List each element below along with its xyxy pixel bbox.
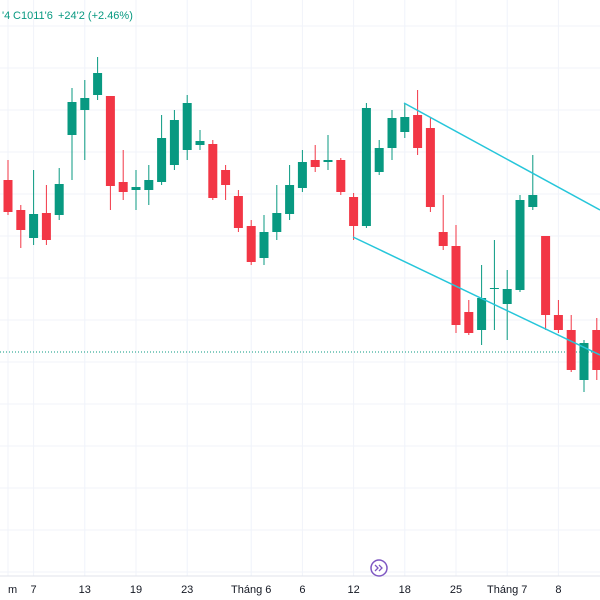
body [515, 200, 525, 290]
channel-lower[interactable] [352, 236, 600, 356]
body [592, 330, 600, 370]
body [221, 170, 231, 185]
body [413, 115, 423, 148]
symbol-tail: '4 [2, 10, 10, 22]
body [208, 144, 218, 198]
body [16, 210, 26, 230]
body [118, 182, 128, 192]
body [464, 312, 474, 333]
body [259, 232, 269, 258]
x-tick-label: 19 [130, 584, 142, 596]
x-tick-label: 18 [399, 584, 411, 596]
body [477, 298, 487, 330]
body [553, 315, 563, 330]
x-tick-label: m [8, 584, 17, 596]
body [3, 180, 13, 212]
close-value: 1011'6 [21, 10, 53, 22]
x-tick-label: 23 [181, 584, 193, 596]
x-tick-label: 25 [450, 584, 462, 596]
x-tick-label: Tháng 6 [231, 584, 271, 596]
body [41, 213, 51, 240]
x-tick-label: 6 [299, 584, 305, 596]
body [54, 184, 64, 215]
body [67, 102, 77, 135]
close-label: C [13, 10, 21, 22]
grid [0, 0, 600, 576]
change-value: +24'2 (+2.46%) [58, 10, 133, 22]
x-tick-label: 13 [79, 584, 91, 596]
body [579, 343, 589, 380]
body [387, 118, 397, 148]
body [323, 160, 333, 162]
body [272, 213, 282, 232]
body [502, 289, 512, 304]
body [285, 185, 295, 214]
body [80, 98, 90, 110]
body [93, 73, 103, 95]
x-tick-label: 8 [555, 584, 561, 596]
body [144, 180, 154, 190]
body [233, 196, 243, 228]
x-tick-label: 7 [31, 584, 37, 596]
x-tick-label: 12 [347, 584, 359, 596]
body [157, 138, 167, 182]
x-tick-label: Tháng 7 [487, 584, 527, 596]
body [310, 160, 320, 167]
body [438, 232, 448, 246]
button-circle[interactable] [370, 559, 388, 577]
body [425, 128, 435, 207]
body [489, 288, 499, 289]
body [528, 195, 538, 207]
body [182, 103, 192, 150]
body [195, 141, 205, 145]
body [246, 226, 256, 262]
body [105, 96, 115, 186]
body [374, 148, 384, 172]
body [566, 330, 576, 370]
body [541, 236, 551, 315]
body [29, 214, 39, 238]
candles [3, 57, 600, 392]
body [131, 187, 141, 190]
body [297, 162, 307, 188]
body [336, 160, 346, 192]
body [361, 108, 371, 226]
channel-upper[interactable] [403, 102, 600, 211]
body [169, 120, 179, 165]
body [349, 197, 359, 226]
go-to-realtime-button[interactable] [370, 559, 388, 577]
body [400, 117, 410, 132]
button-icon[interactable] [374, 564, 383, 572]
